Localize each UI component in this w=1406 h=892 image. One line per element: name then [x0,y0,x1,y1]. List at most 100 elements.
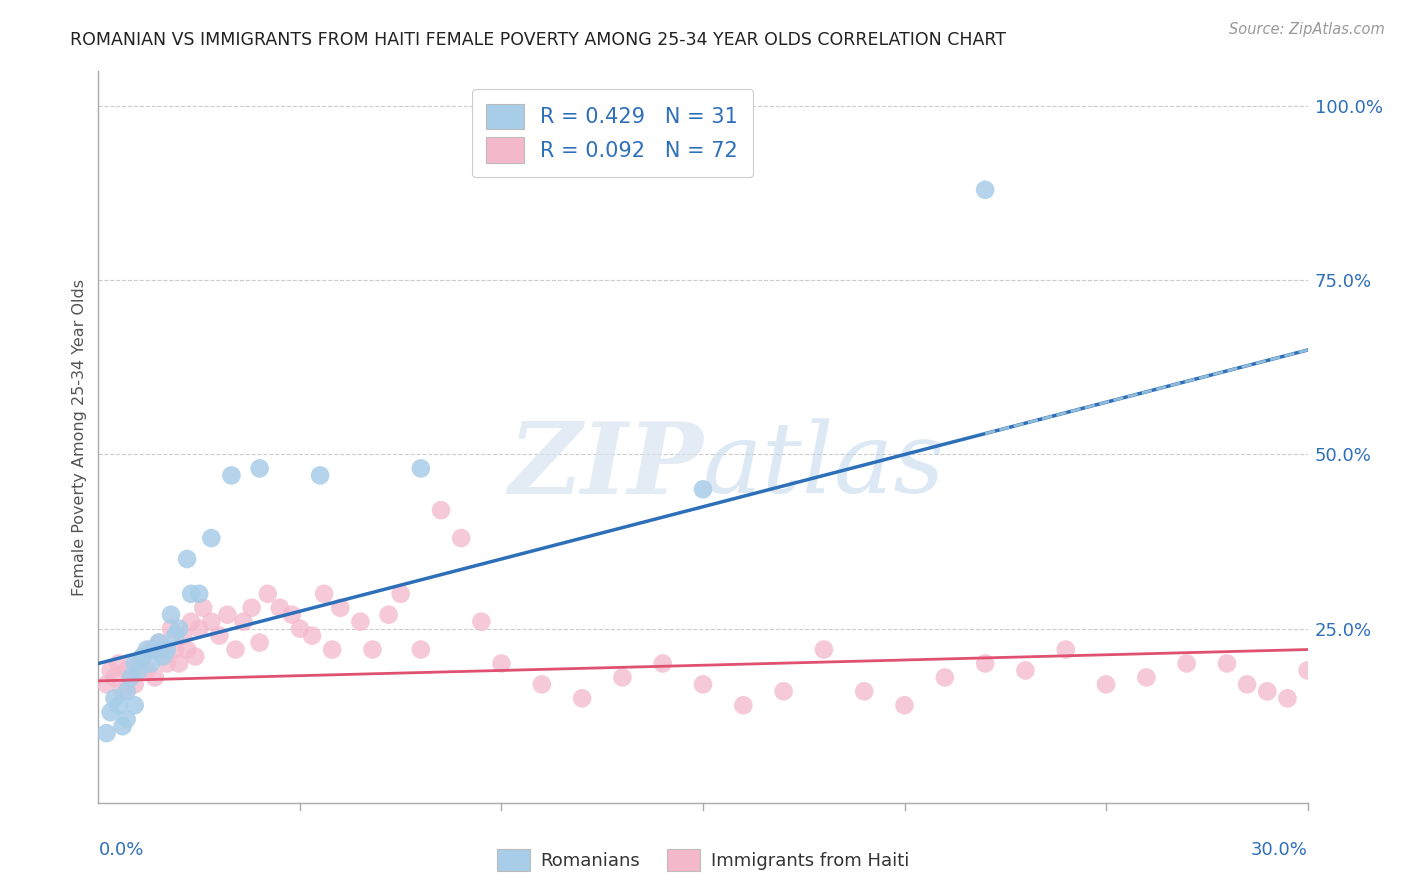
Point [893,698,915,713]
Point [115,712,138,726]
Point [221,468,243,483]
Point [249,635,271,649]
Point [128,664,150,678]
Point [103,670,125,684]
Point [184,649,207,664]
Point [389,587,412,601]
Text: ROMANIAN VS IMMIGRANTS FROM HAITI FEMALE POVERTY AMONG 25-34 YEAR OLDS CORRELATI: ROMANIAN VS IMMIGRANTS FROM HAITI FEMALE… [70,31,1007,49]
Point [256,587,278,601]
Point [143,670,166,684]
Point [692,483,714,497]
Point [200,615,222,629]
Point [571,691,593,706]
Point [281,607,304,622]
Point [349,615,371,629]
Point [651,657,673,671]
Point [491,657,513,671]
Point [148,635,170,649]
Point [111,684,134,698]
Point [120,670,142,684]
Point [934,670,956,684]
Point [733,698,755,713]
Point [124,677,146,691]
Point [974,657,997,671]
Text: atlas: atlas [703,418,946,514]
Text: ZIP: ZIP [508,418,703,515]
Point [160,607,183,622]
Text: Source: ZipAtlas.com: Source: ZipAtlas.com [1229,22,1385,37]
Point [135,642,157,657]
Point [100,705,122,719]
Point [156,642,179,657]
Point [107,698,129,713]
Point [176,642,198,657]
Point [152,649,174,664]
Point [309,468,332,483]
Point [813,642,835,657]
Point [470,615,492,629]
Point [100,664,122,678]
Point [1216,657,1239,671]
Point [96,677,118,691]
Point [128,657,150,671]
Text: 0.0%: 0.0% [98,841,143,859]
Point [163,642,186,657]
Legend: Romanians, Immigrants from Haiti: Romanians, Immigrants from Haiti [489,842,917,879]
Point [188,622,211,636]
Y-axis label: Female Poverty Among 25-34 Year Olds: Female Poverty Among 25-34 Year Olds [72,278,87,596]
Point [135,664,157,678]
Point [200,531,222,545]
Point [156,657,179,671]
Point [167,622,190,636]
Point [1054,642,1077,657]
Point [152,642,174,657]
Point [974,183,997,197]
Point [163,629,186,643]
Point [176,552,198,566]
Point [139,657,162,671]
Point [208,629,231,643]
Point [249,461,271,475]
Point [224,642,246,657]
Point [1236,677,1258,691]
Point [188,587,211,601]
Point [180,615,202,629]
Point [1316,670,1339,684]
Point [160,622,183,636]
Point [132,649,155,664]
Point [409,461,432,475]
Point [1277,691,1299,706]
Point [301,629,323,643]
Point [288,622,311,636]
Point [1256,684,1278,698]
Point [96,726,118,740]
Point [139,642,162,657]
Point [124,698,146,713]
Point [314,587,336,601]
Text: 30.0%: 30.0% [1251,841,1308,859]
Point [772,684,794,698]
Point [612,670,634,684]
Point [148,635,170,649]
Point [107,657,129,671]
Point [1175,657,1198,671]
Point [115,684,138,698]
Point [115,664,138,678]
Point [172,629,194,643]
Point [361,642,384,657]
Point [111,719,134,733]
Legend: R = 0.429   N = 31, R = 0.092   N = 72: R = 0.429 N = 31, R = 0.092 N = 72 [471,89,752,178]
Point [692,677,714,691]
Point [217,607,239,622]
Point [193,600,215,615]
Point [240,600,263,615]
Point [167,657,190,671]
Point [269,600,291,615]
Point [143,642,166,657]
Point [409,642,432,657]
Point [1014,664,1036,678]
Point [853,684,876,698]
Point [103,691,125,706]
Point [1095,677,1118,691]
Point [329,600,352,615]
